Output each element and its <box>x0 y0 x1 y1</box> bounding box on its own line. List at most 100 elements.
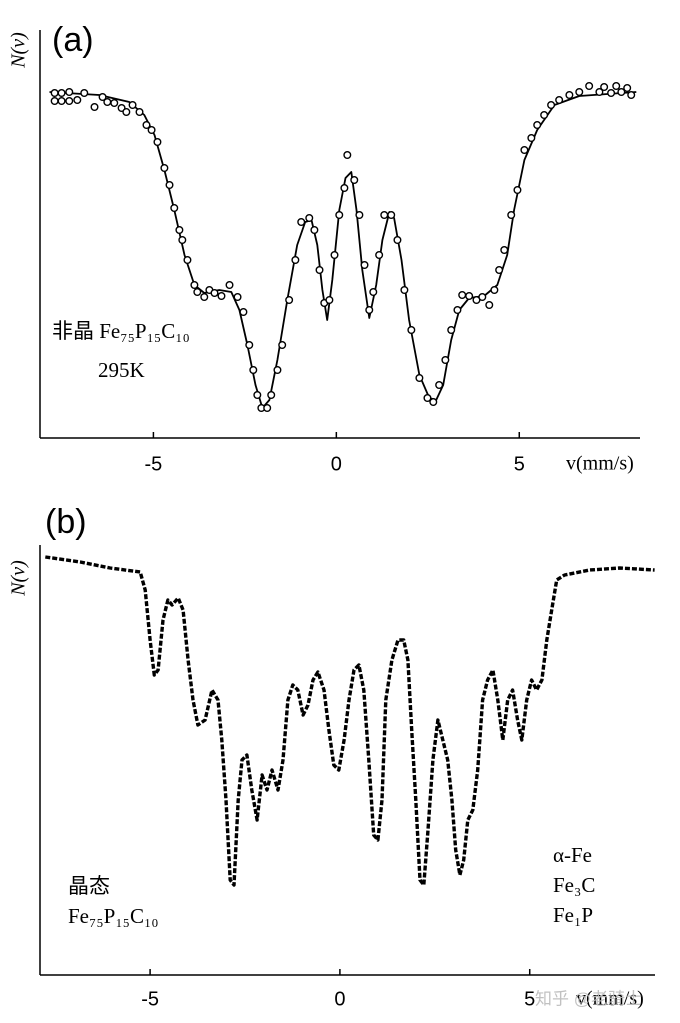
data-point <box>617 87 626 96</box>
x-tick-label: 5 <box>524 988 535 1010</box>
data-point <box>600 82 609 91</box>
data-point <box>273 366 282 375</box>
data-point <box>90 102 99 111</box>
data-point <box>178 235 187 244</box>
data-point <box>393 235 402 244</box>
data-point <box>478 293 487 302</box>
data-point <box>153 137 162 146</box>
data-point <box>170 203 179 212</box>
data-point <box>507 210 516 219</box>
data-point <box>335 210 344 219</box>
data-point <box>183 256 192 265</box>
data-point <box>50 96 59 105</box>
data-point <box>103 97 112 106</box>
data-point <box>485 301 494 310</box>
data-point <box>415 374 424 383</box>
data-point <box>297 217 306 226</box>
annotation: Fe₃C <box>553 873 595 897</box>
data-point <box>147 125 156 134</box>
data-point <box>128 100 137 109</box>
data-point <box>355 210 364 219</box>
data-point <box>623 83 632 92</box>
data-point <box>57 96 66 105</box>
data-point <box>387 210 396 219</box>
panel-label: (a) <box>52 21 94 59</box>
data-point <box>239 308 248 317</box>
data-point <box>533 120 542 129</box>
data-point <box>315 266 324 275</box>
data-point <box>285 296 294 305</box>
data-point <box>495 266 504 275</box>
data-point <box>453 306 462 315</box>
data-point <box>50 88 59 97</box>
annotation: 295K <box>98 358 145 382</box>
data-point <box>375 250 384 259</box>
data-point <box>435 381 444 390</box>
data-point <box>400 286 409 295</box>
data-point <box>575 87 584 96</box>
data-point <box>135 107 144 116</box>
data-point <box>80 88 89 97</box>
x-axis-label: v(mm/s) <box>576 988 644 1010</box>
data-point <box>263 404 272 413</box>
data-point <box>555 95 564 104</box>
data-point <box>540 110 549 119</box>
data-point <box>490 286 499 295</box>
data-point <box>627 90 636 99</box>
data-point <box>310 225 319 234</box>
data-point <box>65 96 74 105</box>
data-point <box>547 100 556 109</box>
data-point <box>407 326 416 335</box>
data-point <box>175 225 184 234</box>
data-point <box>423 394 432 403</box>
data-point <box>350 175 359 184</box>
x-tick-label: 5 <box>514 453 525 475</box>
data-point <box>160 163 169 172</box>
data-point <box>380 210 389 219</box>
annotation: Fe₇₅P₁₅C₁₀ <box>68 904 159 928</box>
data-point <box>225 281 234 290</box>
x-tick-label: 0 <box>331 453 342 475</box>
data-point <box>217 292 226 301</box>
data-point <box>565 90 574 99</box>
data-point <box>585 81 594 90</box>
data-point <box>429 398 438 407</box>
data-point <box>98 92 107 101</box>
data-point <box>527 133 536 142</box>
annotation: 非晶 Fe₇₅P₁₅C₁₀ <box>52 319 190 343</box>
y-axis-label: N(v) <box>8 560 30 597</box>
annotation: Fe₁P <box>553 903 593 927</box>
data-point <box>253 391 262 400</box>
data-point <box>245 341 254 350</box>
annotation: α-Fe <box>553 843 592 867</box>
data-point <box>500 245 509 254</box>
data-point <box>165 180 174 189</box>
data-point <box>65 87 74 96</box>
x-axis-label: v(mm/s) <box>566 453 634 475</box>
y-axis-label: N(v) <box>8 32 30 69</box>
data-point <box>305 213 314 222</box>
x-tick-label: -5 <box>145 453 163 475</box>
data-point <box>447 326 456 335</box>
x-tick-label: 0 <box>334 988 345 1010</box>
data-point <box>249 366 258 375</box>
data-point <box>110 98 119 107</box>
data-point <box>369 288 378 297</box>
x-tick-label: -5 <box>141 988 159 1010</box>
data-point <box>233 293 242 302</box>
data-point <box>458 291 467 300</box>
data-point <box>291 256 300 265</box>
data-point <box>330 250 339 259</box>
panel-label: (b) <box>45 503 87 541</box>
data-point <box>200 293 209 302</box>
data-point <box>607 88 616 97</box>
data-point <box>365 306 374 315</box>
data-point <box>343 150 352 159</box>
data-point <box>73 95 82 104</box>
data-point <box>142 120 151 129</box>
data-point <box>441 356 450 365</box>
annotation: 晶态 <box>68 874 110 898</box>
data-point <box>520 145 529 154</box>
